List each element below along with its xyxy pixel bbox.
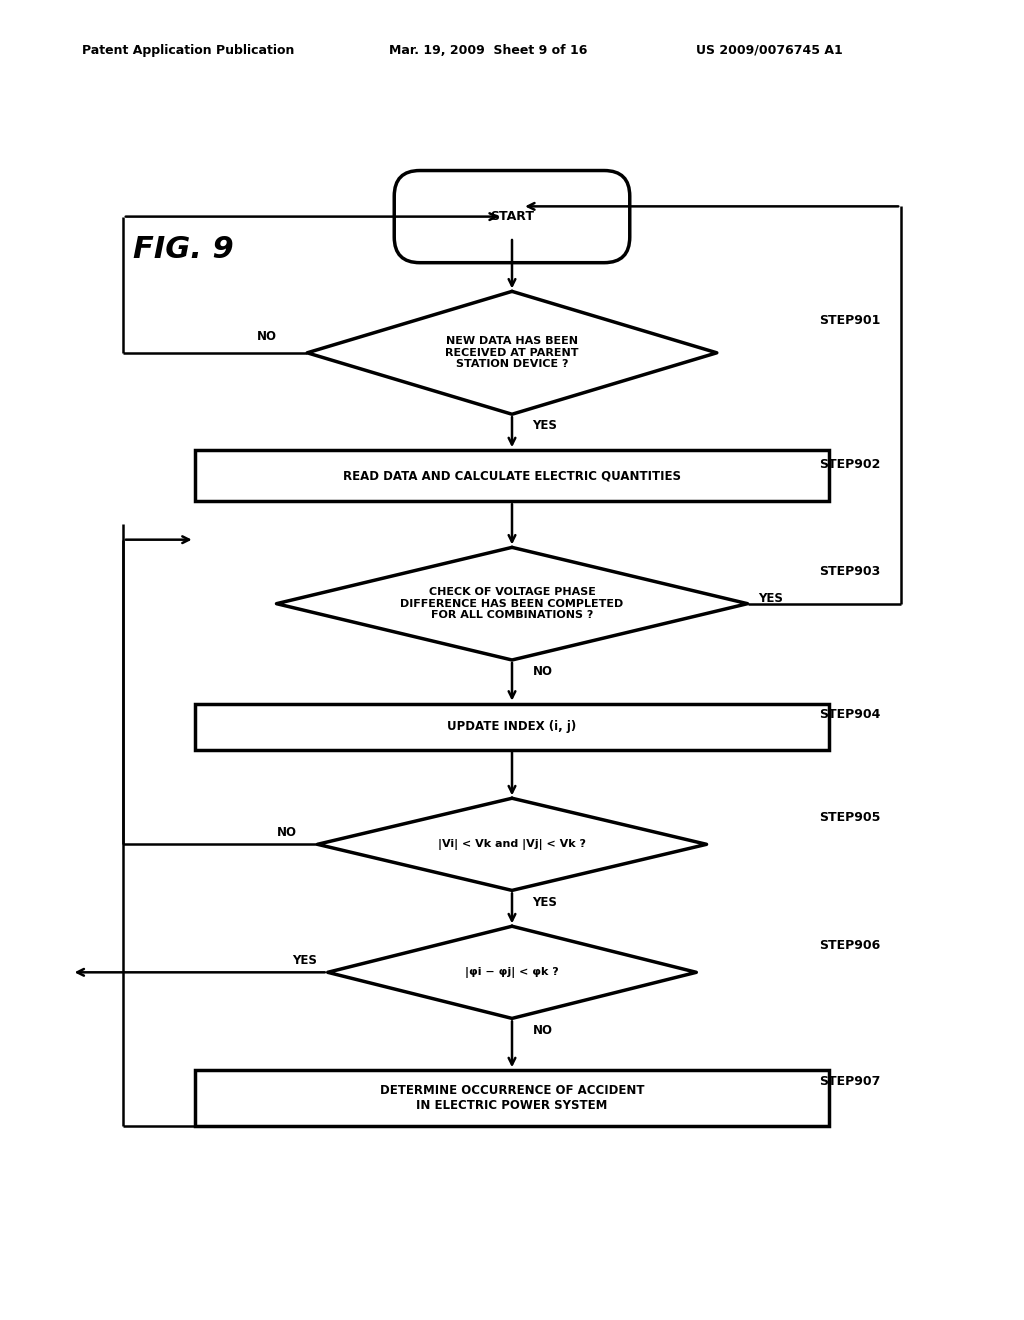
Text: YES: YES [293,954,317,968]
Text: CHECK OF VOLTAGE PHASE
DIFFERENCE HAS BEEN COMPLETED
FOR ALL COMBINATIONS ?: CHECK OF VOLTAGE PHASE DIFFERENCE HAS BE… [400,587,624,620]
Text: START: START [490,210,534,223]
Polygon shape [328,927,696,1019]
Polygon shape [276,548,748,660]
Bar [195,1071,829,1126]
Text: STEP906: STEP906 [819,939,881,952]
Text: NO: NO [256,330,276,343]
Text: YES: YES [758,593,782,605]
Bar [195,450,829,502]
Text: STEP902: STEP902 [819,458,881,470]
Text: STEP907: STEP907 [819,1074,881,1088]
Text: STEP905: STEP905 [819,810,881,824]
Polygon shape [317,799,707,891]
Text: |Vi| < Vk and |Vj| < Vk ?: |Vi| < Vk and |Vj| < Vk ? [438,838,586,850]
Text: DETERMINE OCCURRENCE OF ACCIDENT
IN ELECTRIC POWER SYSTEM: DETERMINE OCCURRENCE OF ACCIDENT IN ELEC… [380,1084,644,1113]
Text: NO: NO [532,665,553,678]
Text: Mar. 19, 2009  Sheet 9 of 16: Mar. 19, 2009 Sheet 9 of 16 [389,44,588,57]
Bar [195,704,829,750]
Text: US 2009/0076745 A1: US 2009/0076745 A1 [696,44,843,57]
Text: NO: NO [532,1023,553,1036]
Text: YES: YES [532,420,557,433]
Text: |φi − φj| < φk ?: |φi − φj| < φk ? [465,966,559,978]
Text: STEP903: STEP903 [819,565,881,578]
Text: NO: NO [276,826,297,840]
Text: STEP904: STEP904 [819,709,881,722]
Polygon shape [307,292,717,414]
Text: FIG. 9: FIG. 9 [133,235,233,264]
Text: STEP901: STEP901 [819,314,881,327]
Text: READ DATA AND CALCULATE ELECTRIC QUANTITIES: READ DATA AND CALCULATE ELECTRIC QUANTIT… [343,469,681,482]
FancyBboxPatch shape [394,170,630,263]
Text: UPDATE INDEX (i, j): UPDATE INDEX (i, j) [447,721,577,733]
Text: YES: YES [532,895,557,908]
Text: Patent Application Publication: Patent Application Publication [82,44,294,57]
Text: NEW DATA HAS BEEN
RECEIVED AT PARENT
STATION DEVICE ?: NEW DATA HAS BEEN RECEIVED AT PARENT STA… [445,337,579,370]
